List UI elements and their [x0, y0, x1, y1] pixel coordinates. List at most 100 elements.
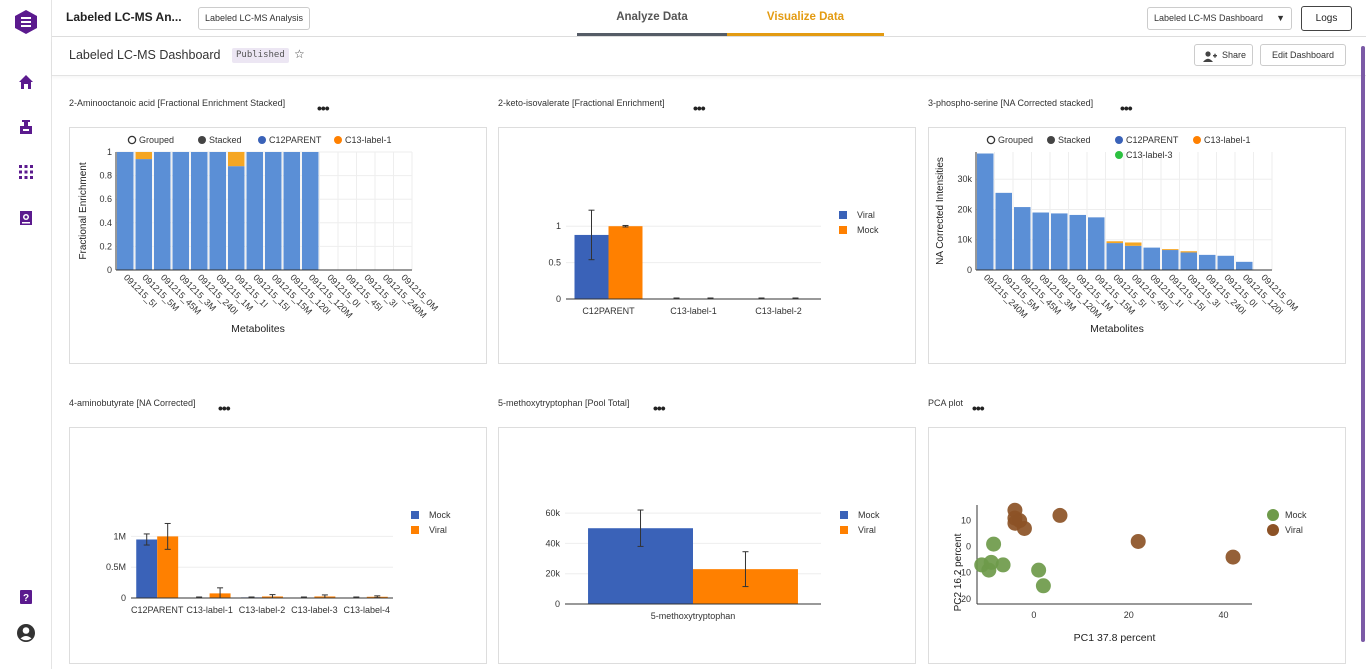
scatter-point-viral	[1225, 549, 1241, 565]
x-axis-title: Metabolites	[231, 323, 285, 335]
dashboard-header: Labeled LC-MS Dashboard Published ☆ Shar…	[52, 38, 1366, 76]
bar-c13-label-1	[1180, 251, 1197, 253]
legend-label: Mock	[429, 510, 451, 520]
legend-marker	[1047, 136, 1055, 144]
widget-title: 2-keto-isovalerate [Fractional Enrichmen…	[498, 98, 665, 108]
y-tick-label: 0.5	[548, 258, 561, 268]
flask-icon[interactable]	[14, 115, 38, 139]
tab-visualize-data[interactable]: Visualize Data	[727, 0, 884, 36]
legend-swatch	[840, 526, 848, 534]
x-tick-label: 40	[1219, 610, 1229, 620]
bar-c12parent	[154, 152, 171, 270]
bar-c12parent	[265, 152, 282, 270]
bar-c12parent	[1125, 245, 1142, 270]
bar-c12parent	[117, 152, 134, 270]
share-label: Share	[1222, 50, 1247, 60]
pool-total-chart: 60k 40k 20k 0 5-methoxytryptophan Mock Viral	[545, 508, 880, 621]
bar-c12parent	[283, 152, 300, 270]
bar-c12parent	[977, 153, 994, 270]
x-tick-label: C13-label-4	[344, 605, 391, 615]
scatter-point-mock	[1031, 562, 1047, 578]
x-tick-label: C12PARENT	[582, 306, 635, 316]
legend-label: Grouped	[139, 135, 174, 145]
user-account-icon[interactable]	[14, 621, 38, 645]
bar-c12parent	[246, 152, 263, 270]
scatter-point-mock	[1035, 578, 1051, 594]
legend-marker	[1115, 136, 1123, 144]
bar-c12parent	[1032, 212, 1049, 270]
x-tick-label: 20	[1124, 610, 1134, 620]
y-tick-label: 10	[961, 516, 971, 526]
y-tick-label: 0	[967, 265, 972, 275]
scatter-point-mock	[983, 554, 999, 570]
document-search-icon[interactable]	[14, 206, 38, 230]
legend-label: C13-label-1	[1204, 135, 1251, 145]
scrollbar[interactable]	[1361, 46, 1365, 642]
dashboard-select[interactable]: Labeled LC-MS Dashboard ▼	[1147, 7, 1292, 30]
scatter-point-viral	[1052, 507, 1068, 523]
edit-dashboard-button[interactable]: Edit Dashboard	[1260, 44, 1346, 66]
top-bar: Labeled LC-MS An... Labeled LC-MS Analys…	[52, 0, 1366, 37]
fractional-enrichment-stacked-chart: 10.80.60.40.20091215_5I091215_5M091215_4…	[78, 135, 440, 335]
tab-analyze-data[interactable]: Analyze Data	[577, 0, 727, 36]
bar-c13-label-1	[1125, 242, 1142, 246]
pca-scatter-chart: 10 0 -10 -20 0 20 40 PC2 16.2 percent PC1 37.8 p…	[953, 502, 1307, 644]
bar-c12parent	[1217, 255, 1234, 270]
bar-c12parent	[1014, 207, 1031, 270]
y-tick-label: 0	[555, 599, 560, 609]
y-tick-label: 1M	[113, 531, 126, 541]
x-tick-label: C13-label-1	[186, 605, 233, 615]
more-options-icon[interactable]: •••	[972, 400, 985, 416]
x-tick-label: C13-label-1	[670, 306, 717, 316]
legend-marker	[1267, 524, 1279, 536]
bar-c12parent	[1106, 243, 1123, 270]
bar-c12parent	[1143, 247, 1160, 270]
bar-c12parent	[1236, 261, 1253, 270]
more-options-icon[interactable]: •••	[317, 100, 330, 116]
bar-c12parent	[191, 152, 208, 270]
logs-button[interactable]: Logs	[1301, 6, 1352, 31]
logo-icon[interactable]	[14, 10, 38, 34]
star-icon[interactable]: ☆	[294, 47, 305, 61]
legend-swatch	[411, 511, 419, 519]
help-book-icon[interactable]: ?	[14, 585, 38, 609]
y-tick-label: 60k	[545, 508, 560, 518]
y-tick-label: 0.4	[99, 218, 112, 228]
x-tick-label: C13-label-2	[755, 306, 802, 316]
more-options-icon[interactable]: •••	[653, 400, 666, 416]
legend-swatch	[840, 511, 848, 519]
share-button[interactable]: Share	[1194, 44, 1253, 66]
bar-c12parent	[1199, 254, 1216, 270]
y-tick-label: -10	[958, 568, 971, 578]
widget-title: 3-phospho-serine [NA Corrected stacked]	[928, 98, 1094, 108]
more-options-icon[interactable]: •••	[1120, 100, 1133, 116]
legend-label: Mock	[857, 225, 879, 235]
bar-c12parent	[995, 192, 1012, 270]
home-icon[interactable]	[14, 70, 38, 94]
bar-c12parent	[1180, 252, 1197, 270]
x-tick-label: 5-methoxytryptophan	[651, 611, 736, 621]
bar-c12parent	[209, 152, 226, 270]
bar-c12parent	[228, 166, 245, 270]
y-tick-label: 30k	[957, 174, 972, 184]
bar-c13-label-1	[135, 152, 152, 160]
x-tick-label: 0	[1031, 610, 1036, 620]
legend-label: Stacked	[209, 135, 242, 145]
legend-label: Viral	[857, 210, 875, 220]
analysis-button[interactable]: Labeled LC-MS Analysis	[198, 7, 311, 30]
y-tick-label: 0.8	[99, 171, 112, 181]
y-tick-label: 40k	[545, 538, 560, 548]
x-tick-label: C12PARENT	[131, 605, 184, 615]
dashboard-select-value: Labeled LC-MS Dashboard	[1154, 13, 1264, 23]
y-tick-label: 0.6	[99, 194, 112, 204]
more-options-icon[interactable]: •••	[693, 100, 706, 116]
chart-panel-methoxytryptophan: 60k 40k 20k 0 5-methoxytryptophan Mock Viral	[498, 427, 916, 664]
y-tick-label: 0	[107, 265, 112, 275]
y-tick-label: 20k	[545, 569, 560, 579]
legend-swatch	[839, 211, 847, 219]
widget-title: PCA plot	[928, 398, 964, 408]
more-options-icon[interactable]: •••	[218, 400, 231, 416]
legend-label: Viral	[1285, 525, 1303, 535]
chart-panel-phospho-serine: 30k 20k 10k 0 091215_240M 091215_5M 091215_45M…	[928, 127, 1346, 364]
apps-grid-icon[interactable]	[14, 160, 38, 184]
